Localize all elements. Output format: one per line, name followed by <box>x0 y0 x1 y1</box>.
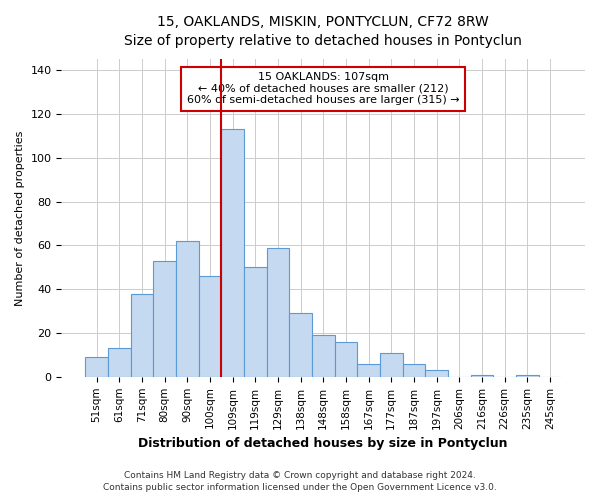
Bar <box>176 241 199 377</box>
Bar <box>221 130 244 377</box>
Text: 15 OAKLANDS: 107sqm
← 40% of detached houses are smaller (212)
60% of semi-detac: 15 OAKLANDS: 107sqm ← 40% of detached ho… <box>187 72 460 106</box>
Bar <box>357 364 380 377</box>
Bar <box>516 374 539 377</box>
Bar <box>199 276 221 377</box>
Bar <box>153 261 176 377</box>
Bar <box>266 248 289 377</box>
Bar <box>312 335 335 377</box>
Text: Contains HM Land Registry data © Crown copyright and database right 2024.
Contai: Contains HM Land Registry data © Crown c… <box>103 471 497 492</box>
Bar <box>131 294 153 377</box>
X-axis label: Distribution of detached houses by size in Pontyclun: Distribution of detached houses by size … <box>139 437 508 450</box>
Bar <box>425 370 448 377</box>
Y-axis label: Number of detached properties: Number of detached properties <box>15 130 25 306</box>
Bar <box>108 348 131 377</box>
Bar <box>380 352 403 377</box>
Bar <box>289 314 312 377</box>
Bar <box>244 268 266 377</box>
Bar <box>85 357 108 377</box>
Bar <box>470 374 493 377</box>
Bar <box>335 342 357 377</box>
Bar <box>403 364 425 377</box>
Title: 15, OAKLANDS, MISKIN, PONTYCLUN, CF72 8RW
Size of property relative to detached : 15, OAKLANDS, MISKIN, PONTYCLUN, CF72 8R… <box>124 15 522 48</box>
